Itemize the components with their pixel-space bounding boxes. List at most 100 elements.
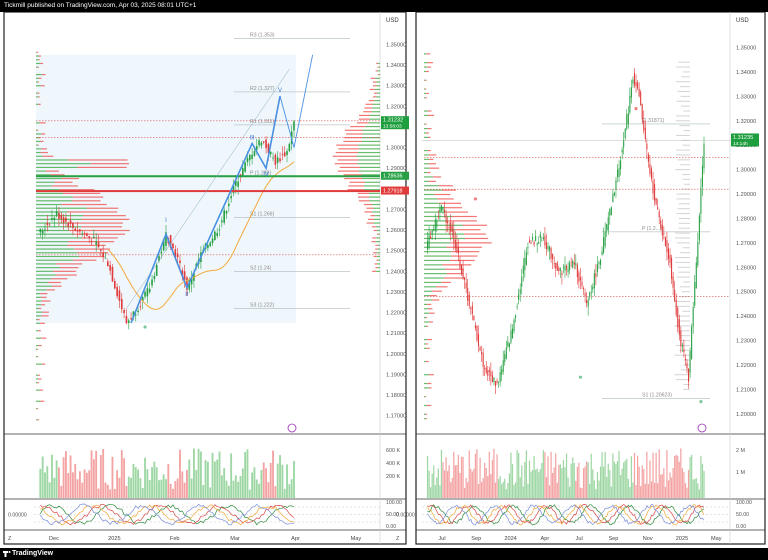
volume-bar <box>533 455 535 498</box>
candle-body <box>467 287 469 301</box>
vp-bar-down <box>366 222 374 224</box>
vp-bar-up <box>357 151 380 154</box>
volume-bar <box>593 480 595 498</box>
channel-line <box>126 69 290 309</box>
candle-body <box>221 220 223 223</box>
vp-bar-down <box>373 252 377 254</box>
candle-body <box>655 197 657 205</box>
y-tick-label: 1.24000 <box>736 314 756 320</box>
candle-body <box>567 269 569 273</box>
vp-bar-up <box>36 267 61 269</box>
volume-bar <box>602 466 605 498</box>
vp-bar <box>683 383 690 385</box>
candle-body <box>535 236 537 241</box>
vp-bar-down <box>37 66 39 68</box>
vp-bar-down <box>38 96 40 98</box>
volume-bar <box>516 450 518 498</box>
vp-bar-up <box>36 155 43 157</box>
vp-bar-up <box>375 77 380 79</box>
vp-bar-up <box>373 218 380 220</box>
vp-bar-up <box>424 303 428 306</box>
vp-bar-up <box>424 237 465 240</box>
vp-bar-up <box>424 92 427 95</box>
candle-body <box>60 214 63 220</box>
vp-bar-down <box>37 356 39 358</box>
vp-bar-down <box>429 312 435 314</box>
volume-bar <box>504 478 506 498</box>
vp-bar-up <box>424 299 433 301</box>
vp-bar-up <box>36 81 38 83</box>
vp-bar-down <box>425 360 429 363</box>
vp-bar-down <box>68 159 128 161</box>
volume-bar <box>697 483 699 498</box>
candle-body <box>518 294 520 300</box>
vp-bar-down <box>363 203 372 206</box>
vp-bar <box>680 369 690 371</box>
vp-bar-down <box>427 382 432 385</box>
candle-body <box>207 245 209 249</box>
volume-bar <box>606 477 608 498</box>
vp-bar-up <box>424 264 443 266</box>
candle-body <box>658 211 660 218</box>
volume-bar <box>286 464 288 498</box>
candle-body <box>123 309 125 314</box>
volume-bar <box>558 464 560 498</box>
volume-bar <box>454 465 456 498</box>
volume-bar <box>118 477 121 498</box>
vp-bar <box>676 149 690 151</box>
candle-body <box>541 240 543 242</box>
candle-body <box>510 330 512 343</box>
vp-bar-up <box>36 137 39 139</box>
volume-bar <box>564 467 566 498</box>
vp-bar-up <box>36 322 41 324</box>
volume-bar <box>624 460 626 498</box>
candle-body <box>695 262 697 289</box>
candle-body <box>573 262 575 265</box>
candle-body <box>521 276 523 287</box>
pivot-label: S1 (1.20623) <box>642 393 672 399</box>
candle-body <box>144 291 146 297</box>
candle-body <box>542 237 544 240</box>
charts-canvas[interactable]: USD1.350001.340001.330001.320001.310001.… <box>0 12 768 548</box>
vp-bar-down <box>372 237 377 239</box>
volume-bars <box>39 448 295 498</box>
y-tick-label: 1.33000 <box>386 84 406 90</box>
candle-body <box>700 187 702 214</box>
vp-bar-down <box>425 123 427 125</box>
vp-bar-up <box>424 110 428 112</box>
pivot-dot <box>473 197 478 201</box>
candle-body <box>552 254 554 260</box>
vp-bar-down <box>77 166 127 169</box>
volume-bar <box>524 461 526 498</box>
volume-bar <box>439 485 441 498</box>
candle-body <box>681 344 683 347</box>
volume-bar <box>74 463 77 498</box>
candle-body <box>53 217 56 220</box>
vp-bar-up <box>36 103 39 105</box>
vp-bar <box>674 354 690 356</box>
vp-bar-up <box>362 129 380 131</box>
candle-body <box>283 152 286 157</box>
vp-bar-down <box>452 215 477 218</box>
osc-tick-label: 50.00 <box>386 512 399 518</box>
y-tick-label: 1.34000 <box>736 70 756 76</box>
candle-body <box>589 292 591 296</box>
candle-body <box>239 174 242 176</box>
vp-bar-down <box>462 224 488 226</box>
volume-bar <box>490 474 492 498</box>
candle-body <box>654 184 656 201</box>
wave-label: III <box>250 135 255 141</box>
candle-body <box>624 128 626 139</box>
vp-bar-up <box>424 70 427 73</box>
y-tick-label: 1.22000 <box>386 311 406 317</box>
volume-bar <box>683 472 685 498</box>
vp-bar-down <box>373 255 377 258</box>
vp-bar-down <box>67 244 106 246</box>
vp-bar-up <box>424 163 429 165</box>
vp-bar-up <box>36 148 42 150</box>
volume-bar <box>92 459 95 498</box>
candle-body <box>97 242 100 248</box>
volume-bar <box>58 467 60 498</box>
candle-body <box>666 240 668 253</box>
x-tick-label: Sep <box>471 536 481 542</box>
